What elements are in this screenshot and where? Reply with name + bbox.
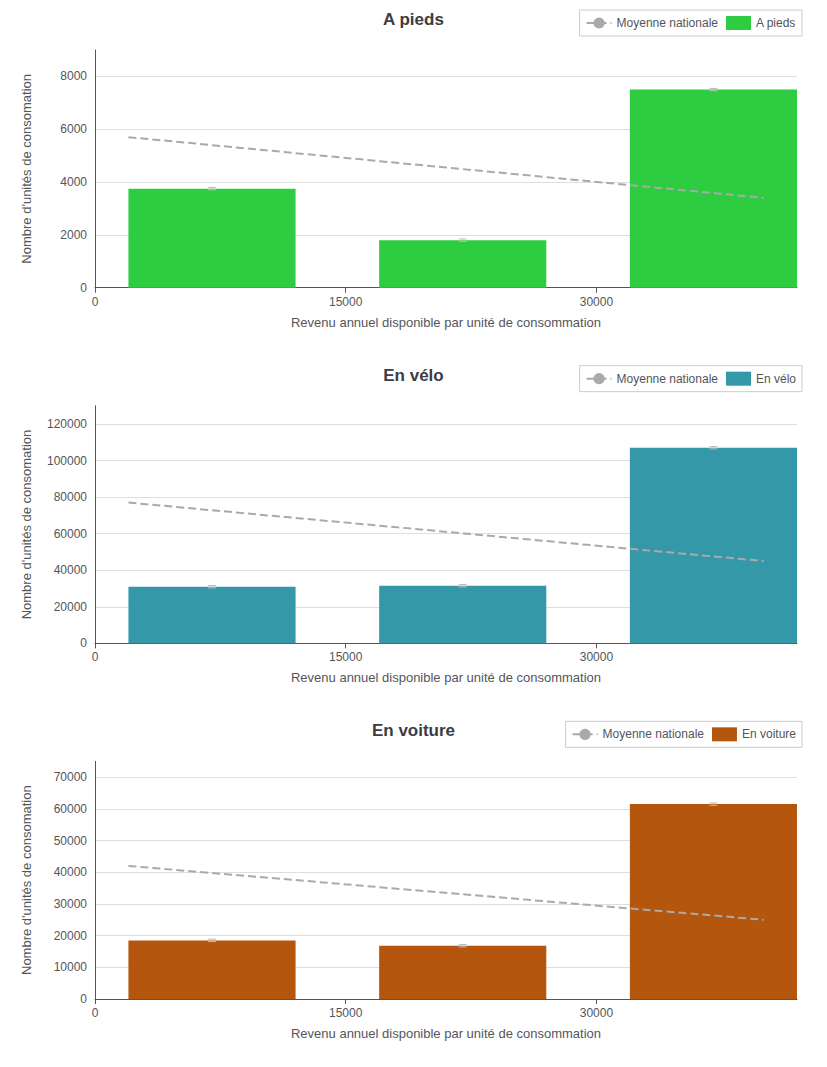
svg-text:Moyenne nationale: Moyenne nationale <box>617 372 719 386</box>
svg-text:0: 0 <box>80 992 87 1006</box>
svg-text:30000: 30000 <box>580 1006 614 1020</box>
svg-text:40000: 40000 <box>54 865 88 879</box>
svg-text:120000: 120000 <box>47 417 87 431</box>
svg-text:0: 0 <box>80 636 87 650</box>
svg-text:100000: 100000 <box>47 454 87 468</box>
svg-text:2000: 2000 <box>60 228 87 242</box>
svg-text:0: 0 <box>92 295 99 309</box>
svg-text:0: 0 <box>92 1006 99 1020</box>
svg-text:A pieds: A pieds <box>756 16 795 30</box>
svg-text:20000: 20000 <box>54 600 88 614</box>
svg-text:15000: 15000 <box>329 1006 363 1020</box>
svg-text:30000: 30000 <box>580 295 614 309</box>
svg-text:Revenu annuel disponible par u: Revenu annuel disponible par unité de co… <box>291 670 601 685</box>
svg-text:10000: 10000 <box>54 960 88 974</box>
svg-text:Nombre d'unités de consomation: Nombre d'unités de consomation <box>19 785 34 975</box>
svg-text:En voiture: En voiture <box>742 727 796 741</box>
svg-text:Moyenne nationale: Moyenne nationale <box>617 16 719 30</box>
svg-text:30000: 30000 <box>54 897 88 911</box>
svg-text:Revenu annuel disponible par u: Revenu annuel disponible par unité de co… <box>291 1026 601 1041</box>
svg-text:15000: 15000 <box>329 650 363 664</box>
svg-text:8000: 8000 <box>60 69 87 83</box>
svg-text:Revenu annuel disponible par u: Revenu annuel disponible par unité de co… <box>291 315 601 330</box>
svg-text:80000: 80000 <box>54 490 88 504</box>
svg-text:70000: 70000 <box>54 770 88 784</box>
svg-text:60000: 60000 <box>54 802 88 816</box>
svg-text:A pieds: A pieds <box>383 10 444 29</box>
svg-text:60000: 60000 <box>54 527 88 541</box>
svg-text:Nombre d'unités de consomation: Nombre d'unités de consomation <box>19 430 34 620</box>
svg-text:Moyenne nationale: Moyenne nationale <box>603 727 705 741</box>
svg-text:En vélo: En vélo <box>756 372 796 386</box>
svg-text:0: 0 <box>80 281 87 295</box>
svg-text:20000: 20000 <box>54 929 88 943</box>
svg-text:0: 0 <box>92 650 99 664</box>
svg-text:50000: 50000 <box>54 834 88 848</box>
svg-text:30000: 30000 <box>580 650 614 664</box>
svg-text:6000: 6000 <box>60 122 87 136</box>
svg-text:En voiture: En voiture <box>372 721 455 740</box>
svg-text:15000: 15000 <box>329 295 363 309</box>
svg-text:40000: 40000 <box>54 563 88 577</box>
svg-text:Nombre d'unités de consomation: Nombre d'unités de consomation <box>19 74 34 264</box>
svg-text:4000: 4000 <box>60 175 87 189</box>
svg-text:En vélo: En vélo <box>383 366 443 385</box>
